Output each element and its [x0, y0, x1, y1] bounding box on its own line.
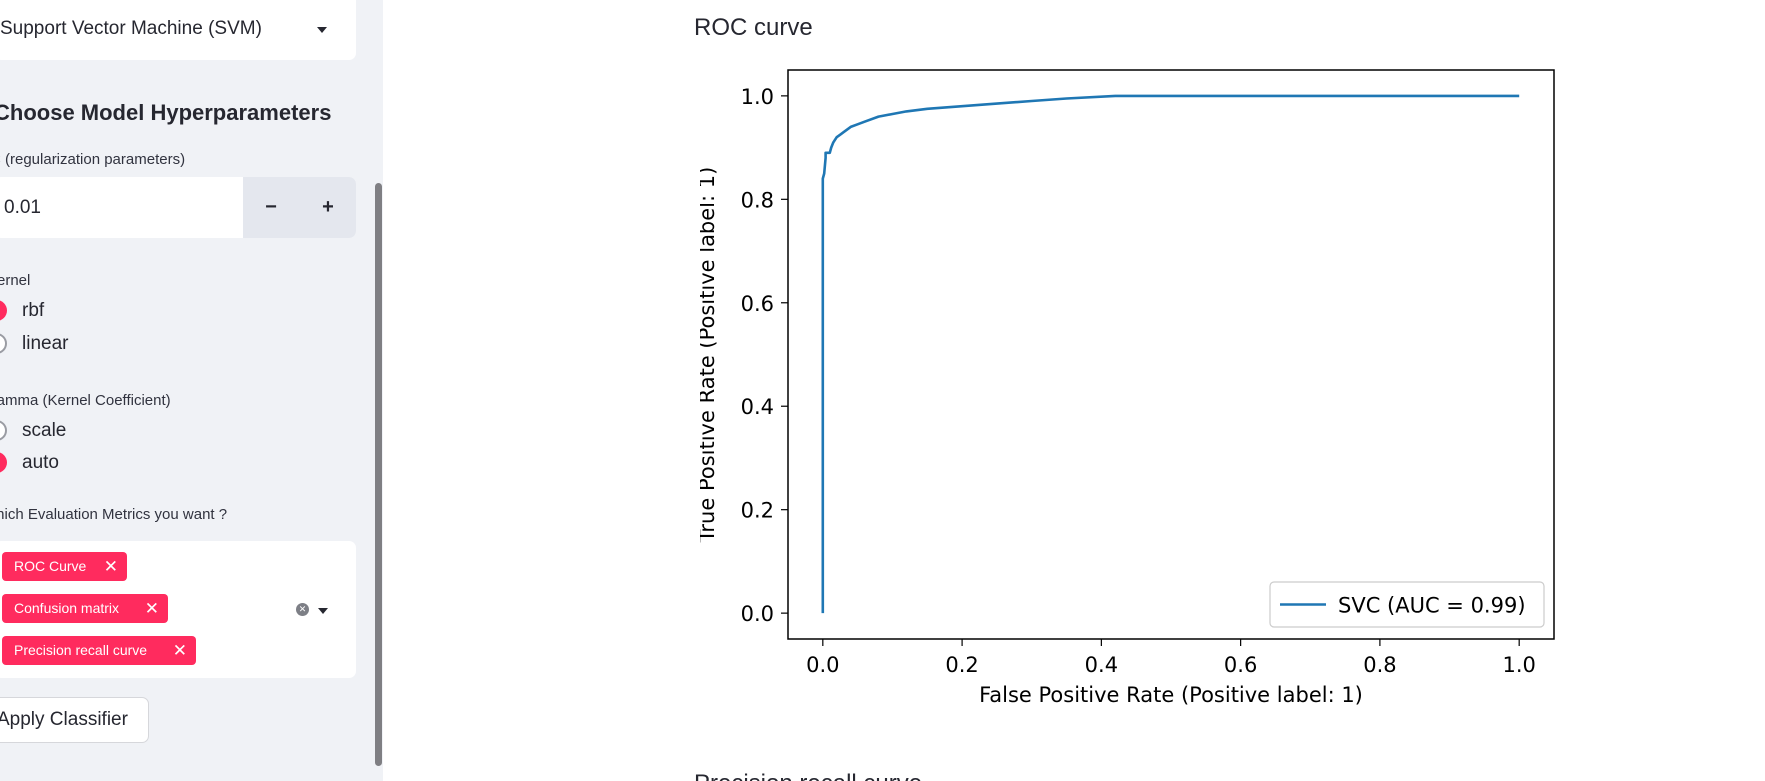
kernel-option-linear-label[interactable]: linear	[22, 333, 69, 354]
y-tick-label: 0.0	[741, 602, 774, 626]
y-tick-label: 0.6	[741, 292, 774, 316]
c-param-number-input[interactable]: 0.01 − +	[0, 177, 356, 238]
kernel-radio-rbf[interactable]	[0, 300, 7, 321]
plot-frame	[787, 69, 1555, 640]
decrement-button[interactable]: −	[265, 196, 277, 218]
gamma-option-scale-label[interactable]: scale	[22, 420, 67, 441]
gamma-label: Gamma (Kernel Coefficient)	[0, 392, 171, 409]
classifier-select[interactable]: Support Vector Machine (SVM)	[0, 0, 356, 60]
y-tick-label: 1.0	[741, 85, 774, 109]
x-tick-label: 0.0	[806, 653, 839, 677]
metric-tag-roc-curve: ROC Curve ✕	[2, 552, 127, 581]
x-tick-label: 1.0	[1502, 653, 1535, 677]
remove-tag-icon[interactable]: ✕	[103, 557, 118, 576]
legend-entry-label: SVC (AUC = 0.99)	[1338, 594, 1526, 618]
kernel-option-rbf-label[interactable]: rbf	[22, 300, 45, 321]
x-tick-label: 0.4	[1085, 653, 1118, 677]
gamma-radio-scale[interactable]	[0, 420, 7, 441]
sidebar: Support Vector Machine (SVM) Choose Mode…	[0, 0, 383, 781]
classifier-select-value: Support Vector Machine (SVM)	[0, 18, 262, 39]
roc-curve-heading: ROC curve	[694, 14, 813, 41]
clear-all-icon[interactable]: ✕	[296, 603, 309, 616]
remove-tag-icon[interactable]: ✕	[144, 599, 159, 618]
y-tick-label: 0.2	[741, 499, 774, 523]
chevron-down-icon	[317, 27, 327, 33]
metrics-multiselect[interactable]: ROC Curve ✕ Confusion matrix ✕ Precision…	[0, 541, 356, 678]
x-axis-label: False Positive Rate (Positive label: 1)	[979, 683, 1363, 707]
roc-series-line	[821, 94, 1520, 614]
metric-tag-confusion-matrix: Confusion matrix ✕	[2, 594, 168, 623]
remove-tag-icon[interactable]: ✕	[172, 641, 187, 660]
kernel-radio-linear[interactable]	[0, 333, 7, 354]
c-param-stepper: − +	[243, 177, 356, 238]
x-tick-label: 0.6	[1224, 653, 1257, 677]
increment-button[interactable]: +	[322, 196, 334, 218]
roc-chart: 0.0 0.2 0.4 0.6 0.8 1.0 0.0 0.2 0.4 0.6 0.8 1.0 Fals…	[700, 69, 1555, 707]
gamma-option-auto-label[interactable]: auto	[22, 452, 59, 473]
precision-recall-heading: Precision recall curve	[694, 770, 922, 781]
c-param-label: C (regularization parameters)	[0, 151, 186, 168]
chevron-down-icon[interactable]	[318, 608, 328, 614]
chart-layer: 0.0 0.2 0.4 0.6 0.8 1.0 0.0 0.2 0.4 0.6 0.8 1.0 Fals…	[700, 69, 1555, 707]
y-tick-label: 0.8	[741, 188, 774, 212]
metric-tag-label: Confusion matrix	[14, 600, 120, 616]
gamma-radio-auto[interactable]	[0, 452, 7, 473]
x-tick-label: 0.2	[945, 653, 978, 677]
sidebar-scrollbar[interactable]	[375, 183, 382, 766]
metric-tag-label: Precision recall curve	[14, 642, 148, 658]
x-tick-label: 0.8	[1363, 653, 1396, 677]
hyperparameters-heading: Choose Model Hyperparameters	[0, 100, 332, 125]
apply-classifier-button[interactable]: Apply Classifier	[0, 697, 149, 743]
metrics-label: Which Evaluation Metrics you want ?	[0, 506, 228, 523]
metric-tag-precision-recall: Precision recall curve ✕	[2, 636, 196, 665]
y-axis-label: True Positive Rate (Positive label: 1)	[700, 167, 719, 544]
kernel-label: Kernel	[0, 272, 31, 289]
metric-tag-label: ROC Curve	[14, 558, 87, 574]
y-tick-label: 0.4	[741, 395, 774, 419]
c-param-value[interactable]: 0.01	[4, 197, 41, 218]
legend-box	[1269, 581, 1545, 628]
